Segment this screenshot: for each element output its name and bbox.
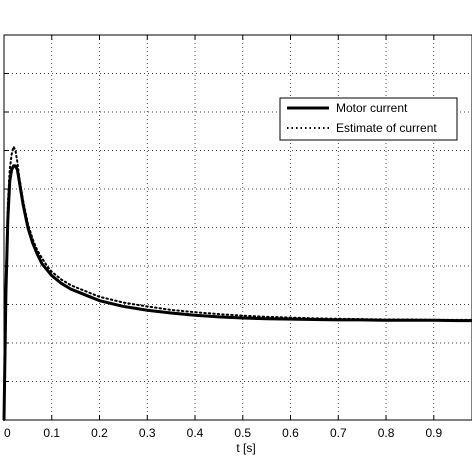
series-layer <box>2 145 472 421</box>
legend: Motor current Estimate of current <box>279 97 458 141</box>
x-tick-label: 0.1 <box>43 426 60 440</box>
x-tick-label: 0.9 <box>425 426 442 440</box>
x-tick-label: 0 <box>4 426 11 440</box>
x-tick-label: 0.7 <box>330 426 347 440</box>
x-tick-label: 0.4 <box>187 426 204 440</box>
x-tick-label: 0.2 <box>91 426 108 440</box>
series-line-motor-current <box>2 164 472 421</box>
x-tick-label: 0.6 <box>282 426 299 440</box>
grid-layer <box>4 35 472 420</box>
plot-frame <box>3 34 472 421</box>
legend-label-estimate-of-current: Estimate of current <box>336 121 437 135</box>
tick-layer: 0 0.1 0.2 0.3 0.4 0.5 0.6 0.7 0.8 0.9 <box>3 35 442 440</box>
legend-label-motor-current: Motor current <box>336 101 408 115</box>
series-line-estimate-of-current <box>3 145 472 421</box>
x-axis-label: t [s] <box>236 441 255 455</box>
x-tick-label: 0.3 <box>139 426 156 440</box>
x-tick-label: 0.5 <box>234 426 251 440</box>
x-tick-label: 0.8 <box>378 426 395 440</box>
legend-box <box>279 97 458 141</box>
